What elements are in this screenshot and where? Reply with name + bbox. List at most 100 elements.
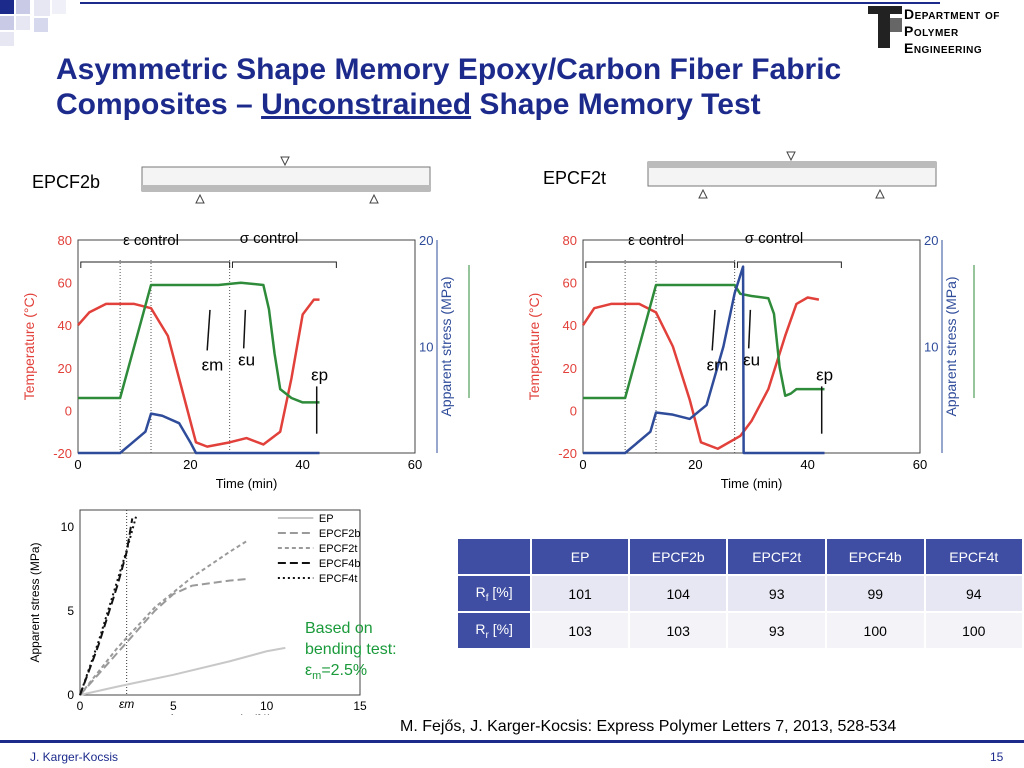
ss-series-epcf2b (79, 577, 249, 696)
table-cell: 103 (530, 611, 630, 650)
header-rule (80, 2, 940, 4)
ss-x-tick-label: 10 (260, 699, 274, 713)
logo-line2: Polymer Engineering (904, 23, 983, 56)
brace-sigma (736, 261, 842, 268)
temp-tick-label: 20 (563, 361, 577, 376)
table-cell: 100 (824, 611, 926, 650)
ss-series-ep (79, 646, 286, 696)
x-tick-label: 0 (74, 457, 81, 472)
x-tick-label: 0 (579, 457, 586, 472)
x-tick-label: 20 (183, 457, 197, 472)
ss-em-label: εm (119, 697, 134, 711)
arrow-eu (242, 309, 247, 349)
title-suffix: Shape Memory Test (471, 88, 761, 121)
panel-label-right: EPCF2t (543, 168, 607, 188)
ss-series-epcf4b (79, 518, 134, 696)
table-cell: 93 (726, 574, 827, 613)
temp-tick-label: 0 (65, 403, 72, 418)
brace-eps (585, 261, 736, 268)
temp-tick-label: -20 (53, 446, 72, 461)
logo-text: Department of Polymer Engineering (904, 6, 1024, 57)
temp-tick-label: 80 (58, 233, 72, 248)
ss-y-tick-label: 0 (67, 688, 74, 702)
ss-y-tick-label: 10 (61, 520, 75, 534)
table-cell: 103 (627, 611, 729, 650)
table-cell: 101 (530, 574, 630, 613)
note-line3: εm=2.5% (305, 660, 397, 687)
series-line-temperature (77, 298, 320, 448)
note-line2: bending test: (305, 641, 397, 658)
table-column-header: EPCF4t (923, 537, 1024, 576)
ss-x-tick-label: 5 (170, 699, 177, 713)
x-tick-label: 60 (913, 457, 927, 472)
table-column-header: EPCF4b (824, 537, 926, 576)
table-cell: 100 (923, 611, 1024, 650)
table-column-header: EP (530, 537, 630, 576)
ss-plot-frame (79, 509, 361, 696)
note-line1: Based on (305, 620, 373, 637)
arrow-eu (747, 309, 752, 349)
brace-sigma (231, 261, 337, 268)
annotation-sigma-control: σ control (745, 230, 803, 247)
x-axis-label: Time (min) (216, 476, 278, 491)
x-tick-label: 40 (295, 457, 309, 472)
temp-tick-label: 0 (570, 403, 577, 418)
plot-frame (77, 239, 416, 454)
title-underlined: Unconstrained (261, 88, 472, 121)
legend-label-epcf2b: EPCF2b (319, 528, 361, 540)
table-cell: 93 (726, 611, 827, 650)
series-line-apparent-stress (78, 412, 320, 455)
arrow-em (206, 309, 211, 351)
footer-author: J. Karger-Kocsis (30, 750, 119, 764)
panel-label-left: EPCF2b (32, 172, 101, 192)
table-row: Rf [%] 101 104 93 99 94 (455, 574, 1024, 613)
annotation-em: εm (707, 355, 729, 374)
x-tick-label: 20 (688, 457, 702, 472)
table-row-header: Rf [%] (455, 574, 533, 613)
ss-x-tick-label: 15 (353, 699, 367, 713)
specimen-schematic-left (141, 156, 431, 204)
x-tick-label: 60 (408, 457, 422, 472)
slide-title: Asymmetric Shape Memory Epoxy/Carbon Fib… (56, 52, 956, 122)
legend-label-epcf4b: EPCF4b (319, 558, 361, 570)
table-column-header: EPCF2t (726, 537, 827, 576)
ss-series-epcf4t (79, 516, 137, 696)
temp-tick-label: 40 (58, 318, 72, 333)
temp-tick-label: 60 (563, 276, 577, 291)
ss-x-axis-label: Apparent strain (%) (168, 712, 271, 715)
ss-x-tick-label: 0 (77, 699, 84, 713)
annotation-eu: εu (238, 350, 255, 369)
page-number: 15 (990, 750, 1004, 764)
logo-line1: Department of (904, 6, 1000, 22)
recovery-table: EP EPCF2b EPCF2t EPCF4b EPCF4t Rf [%] 101 104 9… (455, 537, 1024, 650)
table-cell: 99 (824, 574, 926, 613)
arrow-em (711, 309, 716, 351)
temp-tick-label: 40 (563, 318, 577, 333)
table-row: Rr [%] 103 103 93 100 100 (455, 611, 1024, 650)
temp-tick-label: 20 (58, 361, 72, 376)
legend-label-epcf4t: EPCF4t (319, 573, 358, 585)
annotation-ep: εp (816, 365, 833, 384)
temp-axis-label: Temperature (°C) (21, 293, 37, 401)
table-corner (455, 537, 533, 576)
reference: M. Fejős, J. Karger-Kocsis: Express Poly… (400, 718, 897, 735)
stress-axis-label: Apparent stress (MPa) (943, 276, 959, 416)
ss-series-epcf2t (79, 539, 249, 696)
corner-decoration (0, 0, 80, 50)
note-symbol: ε (305, 662, 313, 679)
temp-tick-label: -20 (558, 446, 577, 461)
table-column-header: EPCF2b (627, 537, 729, 576)
table-header-row: EP EPCF2b EPCF2t EPCF4b EPCF4t (455, 537, 1024, 576)
stress-tick-label: 10 (419, 340, 433, 355)
title-line1: Asymmetric Shape Memory Epoxy/Carbon Fib… (56, 53, 842, 86)
series-line-apparent-strain (583, 283, 825, 400)
ss-y-tick-label: 5 (67, 604, 74, 618)
stress-axis-label: Apparent stress (MPa) (438, 276, 454, 416)
x-tick-label: 40 (800, 457, 814, 472)
stress-tick-label: 10 (924, 340, 938, 355)
note-value: =2.5% (321, 662, 368, 679)
table-cell: 94 (923, 574, 1024, 613)
